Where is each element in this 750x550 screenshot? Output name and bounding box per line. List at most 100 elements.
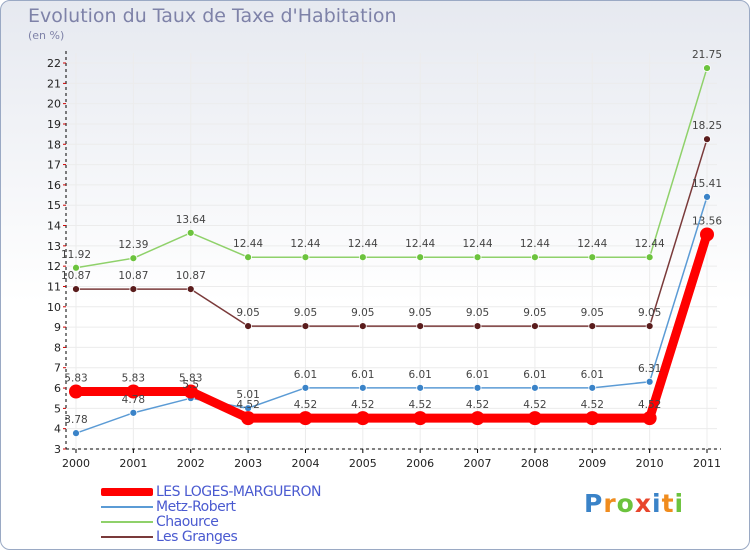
y-tick-label: 13 bbox=[47, 240, 61, 253]
x-tick-label: 2010 bbox=[636, 457, 664, 470]
data-label-3: 9.05 bbox=[466, 307, 489, 319]
x-tick-label: 2003 bbox=[234, 457, 262, 470]
data-label-3: 10.87 bbox=[118, 270, 148, 282]
y-tick-label: 6 bbox=[54, 382, 61, 395]
data-label-0: 4.52 bbox=[294, 399, 317, 411]
y-tick-label: 4 bbox=[54, 423, 61, 436]
series-point-2 bbox=[129, 254, 138, 263]
y-tick-label: 11 bbox=[47, 280, 61, 293]
series-point-3 bbox=[473, 322, 482, 330]
series-point-3 bbox=[244, 322, 252, 330]
data-label-3: 9.05 bbox=[294, 307, 317, 319]
y-tick-label: 15 bbox=[47, 199, 61, 212]
data-label-2: 12.44 bbox=[463, 238, 493, 250]
series-point-2 bbox=[244, 253, 252, 262]
chart-title: Evolution du Taux de Taxe d'Habitation bbox=[28, 5, 397, 27]
series-point-1 bbox=[703, 192, 711, 201]
series-point-0 bbox=[126, 384, 141, 399]
unit-label: (en %) bbox=[28, 29, 65, 42]
series-point-1 bbox=[129, 408, 138, 417]
y-tick-label: 18 bbox=[47, 138, 61, 151]
data-label-0: 4.52 bbox=[351, 399, 374, 411]
x-tick-label: 2009 bbox=[578, 457, 606, 470]
data-label-1: 3.78 bbox=[64, 414, 87, 426]
data-label-1: 6.01 bbox=[523, 369, 546, 381]
y-tick-label: 9 bbox=[54, 321, 61, 334]
data-label-3: 9.05 bbox=[236, 307, 259, 319]
x-tick-label: 2002 bbox=[177, 457, 205, 470]
data-label-3: 10.87 bbox=[61, 270, 91, 282]
x-tick-label: 2006 bbox=[406, 457, 434, 470]
data-label-1: 6.01 bbox=[294, 369, 317, 381]
legend-label-2: Chaource bbox=[156, 514, 219, 530]
series-point-2 bbox=[531, 253, 539, 262]
series-point-2 bbox=[588, 253, 597, 262]
x-tick-label: 2000 bbox=[62, 457, 90, 470]
series-point-0 bbox=[413, 411, 428, 426]
data-label-3: 9.05 bbox=[351, 307, 374, 319]
series-point-1 bbox=[531, 383, 539, 392]
data-label-2: 12.44 bbox=[520, 238, 550, 250]
y-tick-label: 16 bbox=[47, 179, 61, 192]
data-label-2: 13.64 bbox=[176, 214, 206, 226]
series-point-1 bbox=[358, 383, 367, 392]
data-label-3: 10.87 bbox=[176, 270, 206, 282]
series-point-3 bbox=[301, 322, 310, 330]
data-label-2: 12.44 bbox=[635, 238, 665, 250]
data-label-2: 11.92 bbox=[61, 249, 91, 261]
x-tick-label: 2011 bbox=[693, 457, 721, 470]
series-point-2 bbox=[72, 263, 80, 272]
series-point-0 bbox=[700, 227, 714, 242]
data-label-2: 12.44 bbox=[577, 238, 607, 250]
y-tick-label: 12 bbox=[47, 260, 61, 273]
data-label-0: 4.52 bbox=[638, 399, 661, 411]
y-tick-label: 3 bbox=[54, 443, 61, 456]
legend-label-3: Les Granges bbox=[156, 529, 238, 545]
data-label-2: 12.39 bbox=[118, 239, 148, 251]
data-label-2: 12.44 bbox=[290, 238, 320, 250]
data-label-0: 4.52 bbox=[236, 399, 259, 411]
data-label-1: 15.41 bbox=[692, 178, 722, 190]
series-point-3 bbox=[186, 285, 195, 294]
series-point-0 bbox=[241, 411, 256, 426]
series-point-1 bbox=[588, 383, 597, 392]
series-point-0 bbox=[470, 411, 485, 426]
y-tick-label: 14 bbox=[47, 220, 61, 233]
y-tick-label: 5 bbox=[54, 402, 61, 415]
data-label-0: 13.56 bbox=[692, 215, 722, 227]
series-point-1 bbox=[645, 377, 654, 386]
legend-label-1: Metz-Robert bbox=[156, 499, 236, 515]
data-label-2: 12.44 bbox=[348, 238, 378, 250]
series-point-2 bbox=[186, 228, 195, 237]
data-label-1: 6.01 bbox=[408, 369, 431, 381]
series-point-1 bbox=[473, 383, 482, 392]
series-point-3 bbox=[72, 285, 80, 294]
series-point-0 bbox=[69, 384, 83, 399]
series-point-1 bbox=[416, 383, 425, 392]
series-point-1 bbox=[72, 429, 80, 438]
data-label-1: 5.5 bbox=[182, 379, 199, 391]
data-label-0: 5.83 bbox=[179, 373, 202, 385]
series-point-2 bbox=[703, 64, 711, 72]
legend-swatch-3 bbox=[101, 536, 153, 538]
data-label-1: 6.31 bbox=[638, 363, 661, 375]
data-label-3: 18.25 bbox=[692, 120, 722, 132]
series-point-3 bbox=[416, 322, 425, 330]
x-tick-label: 2007 bbox=[464, 457, 492, 470]
x-tick-label: 2004 bbox=[291, 457, 319, 470]
x-tick-label: 2008 bbox=[521, 457, 549, 470]
y-tick-label: 8 bbox=[54, 341, 61, 354]
series-point-3 bbox=[645, 322, 654, 330]
y-tick-label: 21 bbox=[47, 77, 61, 90]
data-label-0: 5.83 bbox=[64, 373, 87, 385]
data-label-0: 4.52 bbox=[466, 399, 489, 411]
data-label-3: 9.05 bbox=[523, 307, 546, 319]
series-point-2 bbox=[645, 253, 654, 262]
data-label-3: 9.05 bbox=[408, 307, 431, 319]
data-label-0: 5.83 bbox=[122, 373, 145, 385]
series-point-0 bbox=[585, 411, 600, 426]
y-tick-label: 20 bbox=[47, 98, 61, 111]
series-line-0 bbox=[76, 233, 712, 423]
